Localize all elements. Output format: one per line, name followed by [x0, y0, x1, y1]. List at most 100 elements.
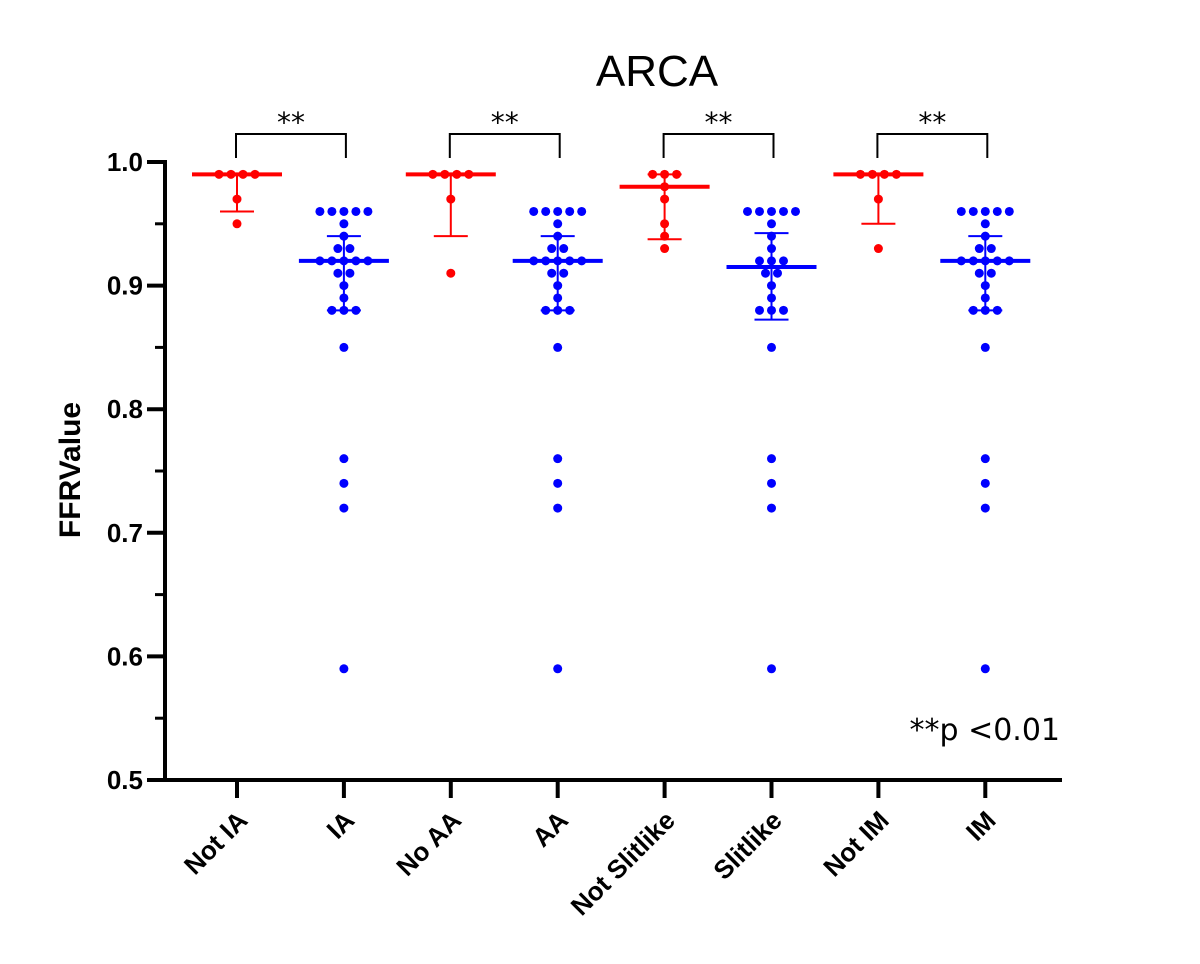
data-point	[339, 219, 349, 229]
data-point	[327, 206, 337, 216]
data-point	[547, 244, 557, 254]
chart-title: ARCA	[596, 47, 719, 96]
data-point	[779, 206, 788, 216]
data-point	[980, 664, 990, 674]
data-point	[767, 206, 776, 216]
data-point	[767, 503, 776, 513]
bracket-line	[876, 133, 989, 158]
x-tick-label: IA	[321, 805, 361, 845]
data-point	[986, 244, 996, 254]
x-tick-label: Not IA	[178, 805, 253, 880]
data-point	[992, 206, 1002, 216]
data-point	[363, 206, 373, 216]
data-point	[791, 206, 800, 216]
data-point	[339, 206, 349, 216]
data-point	[779, 305, 788, 315]
data-point	[553, 342, 563, 352]
data-point	[553, 219, 563, 229]
data-point	[767, 478, 776, 488]
y-tick-label: 1.0	[107, 147, 143, 177]
data-point	[968, 206, 978, 216]
data-point	[974, 244, 984, 254]
data-point	[980, 206, 990, 216]
data-point	[779, 256, 788, 266]
data-point	[339, 454, 349, 464]
data-point	[980, 454, 990, 464]
data-point	[767, 219, 776, 229]
data-point	[980, 342, 990, 352]
significance-note: **p <0.01	[909, 713, 1060, 748]
data-point	[547, 268, 557, 278]
x-tick-label: Not IM	[817, 805, 894, 882]
data-point	[351, 206, 361, 216]
data-point	[767, 664, 776, 674]
x-tick-label: No AA	[390, 805, 467, 882]
data-point	[767, 342, 776, 352]
significance-label: **	[491, 106, 519, 139]
group-not-im	[833, 169, 924, 254]
data-point	[339, 478, 349, 488]
data-point	[755, 305, 764, 315]
data-point	[660, 244, 670, 254]
data-point	[743, 206, 752, 216]
data-point	[773, 268, 782, 278]
group-not-slitlike	[619, 169, 710, 254]
data-point	[755, 256, 764, 266]
bracket-line	[662, 133, 775, 158]
group-ia	[298, 206, 389, 674]
x-tick-label: Slitlike	[707, 805, 787, 885]
data-point	[553, 664, 563, 674]
data-point	[755, 206, 764, 216]
y-axis-label: FFRValue	[54, 402, 87, 538]
data-point	[553, 503, 563, 513]
group-not-ia	[192, 169, 282, 229]
y-tick-label: 0.8	[107, 394, 143, 424]
significance-bracket: **	[448, 106, 561, 158]
y-tick-label: 0.9	[107, 271, 143, 301]
data-point	[767, 454, 776, 464]
data-point	[956, 206, 966, 216]
data-point	[333, 268, 343, 278]
bracket-line	[235, 133, 347, 158]
data-point	[339, 664, 349, 674]
group-aa	[512, 206, 603, 674]
significance-bracket: **	[876, 106, 989, 158]
data-point	[565, 206, 575, 216]
bracket-line	[448, 133, 561, 158]
data-point	[315, 206, 325, 216]
data-point	[980, 219, 990, 229]
data-point	[559, 244, 569, 254]
x-tick-label: Not Slitlike	[565, 805, 681, 921]
y-tick-label: 0.5	[107, 765, 143, 795]
data-point	[553, 206, 563, 216]
data-point	[761, 268, 770, 278]
x-tick-label: IM	[960, 805, 1002, 847]
data-point	[873, 244, 883, 254]
significance-bracket: **	[662, 106, 775, 158]
significance-label: **	[918, 106, 946, 139]
data-point	[974, 268, 984, 278]
data-point	[339, 342, 349, 352]
data-point	[553, 478, 563, 488]
y-tick-label: 0.6	[107, 641, 143, 671]
data-point	[339, 503, 349, 513]
group-im	[940, 206, 1031, 674]
data-point	[980, 503, 990, 513]
data-point	[986, 268, 996, 278]
data-point	[232, 219, 242, 229]
data-point	[553, 454, 563, 464]
data-point	[980, 478, 990, 488]
data-point	[529, 206, 539, 216]
significance-bracket: **	[235, 106, 347, 158]
data-point	[333, 244, 343, 254]
group-no-aa	[405, 169, 496, 278]
significance-label: **	[277, 106, 305, 139]
group-slitlike	[726, 206, 817, 674]
data-point	[577, 206, 587, 216]
data-point	[1004, 206, 1014, 216]
data-point	[446, 268, 456, 278]
data-point	[345, 244, 355, 254]
y-tick-label: 0.7	[107, 518, 143, 548]
x-tick-label: AA	[526, 805, 574, 853]
